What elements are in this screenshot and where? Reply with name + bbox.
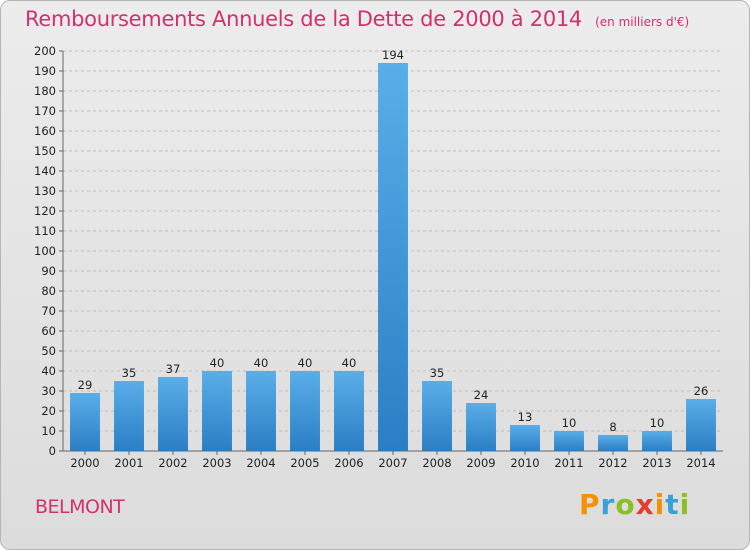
x-tick-label: 2005 [290,456,319,470]
logo-letter: P [579,488,601,521]
bar-2006 [334,371,364,451]
title-row: Remboursements Annuels de la Dette de 20… [25,7,689,31]
x-tick-label: 2010 [510,456,539,470]
data-label: 24 [474,388,489,402]
y-tick-label: 80 [41,284,56,298]
bars [70,63,716,451]
bar-2013 [642,431,672,451]
x-tick-label: 2007 [378,456,407,470]
data-label: 194 [382,48,404,62]
data-label: 10 [650,416,665,430]
bar-2004 [246,371,276,451]
bar-2011 [554,431,584,451]
y-tick-label: 10 [41,424,56,438]
bar-2002 [158,377,188,451]
bar-2007 [378,63,408,451]
y-tick-label: 100 [34,244,56,258]
bar-2009 [466,403,496,451]
logo-letter: x [635,488,655,521]
y-tick-label: 30 [41,384,56,398]
y-tick-label: 0 [49,444,56,458]
data-label: 35 [122,366,137,380]
bar-2014 [686,399,716,451]
data-label: 40 [254,356,269,370]
y-tick-label: 70 [41,304,56,318]
y-tick-label: 130 [34,184,56,198]
y-tick-label: 180 [34,84,56,98]
x-tick-label: 2013 [642,456,671,470]
data-label: 40 [298,356,313,370]
bar-2008 [422,381,452,451]
x-tick-label: 2002 [158,456,187,470]
data-label: 35 [430,366,445,380]
y-tick-label: 200 [34,44,56,58]
logo-letter: o [615,488,636,521]
y-tick-label: 160 [34,124,56,138]
x-tick-label: 2001 [114,456,143,470]
data-label: 13 [518,410,533,424]
x-tick-label: 2009 [466,456,495,470]
y-tick-label: 190 [34,64,56,78]
bar-2001 [114,381,144,451]
bar-2003 [202,371,232,451]
x-tick-label: 2012 [598,456,627,470]
chart-subtitle: (en milliers d'€) [595,15,690,29]
x-tick-label: 2014 [686,456,715,470]
y-tick-label: 140 [34,164,56,178]
y-tick-label: 170 [34,104,56,118]
data-label: 37 [166,362,181,376]
y-tick-label: 90 [41,264,56,278]
bar-2012 [598,435,628,451]
data-label: 8 [609,420,616,434]
commune-name: BELMONT [35,496,125,518]
y-tick-label: 150 [34,144,56,158]
chart-title: Remboursements Annuels de la Dette de 20… [25,7,582,31]
data-label: 40 [342,356,357,370]
x-tick-label: 2003 [202,456,231,470]
data-label: 26 [694,384,709,398]
bar-2000 [70,393,100,451]
y-tick-label: 20 [41,404,56,418]
y-tick-label: 110 [34,224,56,238]
data-label: 29 [78,378,93,392]
data-label: 10 [562,416,577,430]
logo-letter: r [600,488,616,521]
y-tick-label: 60 [41,324,56,338]
logo-letter: t [665,488,680,521]
x-tick-label: 2006 [334,456,363,470]
bar-2005 [290,371,320,451]
logo-letter: i [654,488,666,521]
x-tick-label: 2011 [554,456,583,470]
x-tick-label: 2000 [70,456,99,470]
data-labels: 29 35 37 40 40 40 40 194 35 24 13 10 8 10 26 [78,48,709,434]
x-tick-label: 2004 [246,456,275,470]
logo-letter: i [679,488,691,521]
y-tick-label: 50 [41,344,56,358]
bar-2010 [510,425,540,451]
data-label: 40 [210,356,225,370]
x-tick-label: 2008 [422,456,451,470]
proxiti-logo[interactable]: Proxiti [579,488,690,521]
y-tick-label: 40 [41,364,56,378]
y-tick-label: 120 [34,204,56,218]
